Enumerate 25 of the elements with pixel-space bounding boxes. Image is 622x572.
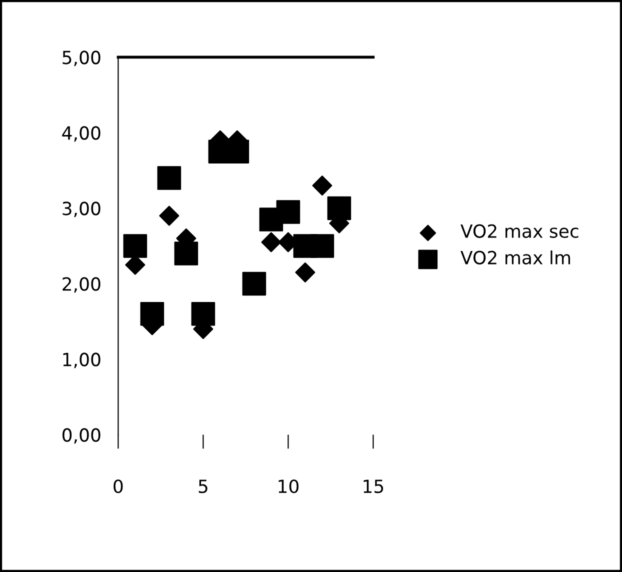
y-tick-label: 1,00 <box>63 352 100 368</box>
point <box>140 302 164 326</box>
y-tick-label: 5,00 <box>62 50 100 66</box>
x-tick-label: 10 <box>278 479 298 494</box>
point <box>295 262 316 282</box>
point <box>174 242 198 266</box>
legend-label: VO2 max lm <box>460 250 570 264</box>
y-tick-label: 4,00 <box>62 126 100 142</box>
y-tick-label: 3,00 <box>62 202 100 218</box>
x-tick-label: 0 <box>114 479 123 494</box>
point <box>327 196 352 220</box>
point <box>310 234 334 258</box>
point <box>242 272 266 296</box>
y-tick-label: 0,00 <box>62 428 100 444</box>
x-tick-label: 5 <box>198 480 208 494</box>
point <box>157 166 182 190</box>
x-tick-label: 15 <box>364 480 384 494</box>
point <box>312 176 332 196</box>
point <box>276 200 300 224</box>
point <box>123 234 148 258</box>
point <box>261 232 282 252</box>
point <box>191 302 216 326</box>
point <box>159 206 180 226</box>
legend-label: VO2 max sec <box>460 224 578 238</box>
y-tick-label: 2,00 <box>62 277 100 293</box>
